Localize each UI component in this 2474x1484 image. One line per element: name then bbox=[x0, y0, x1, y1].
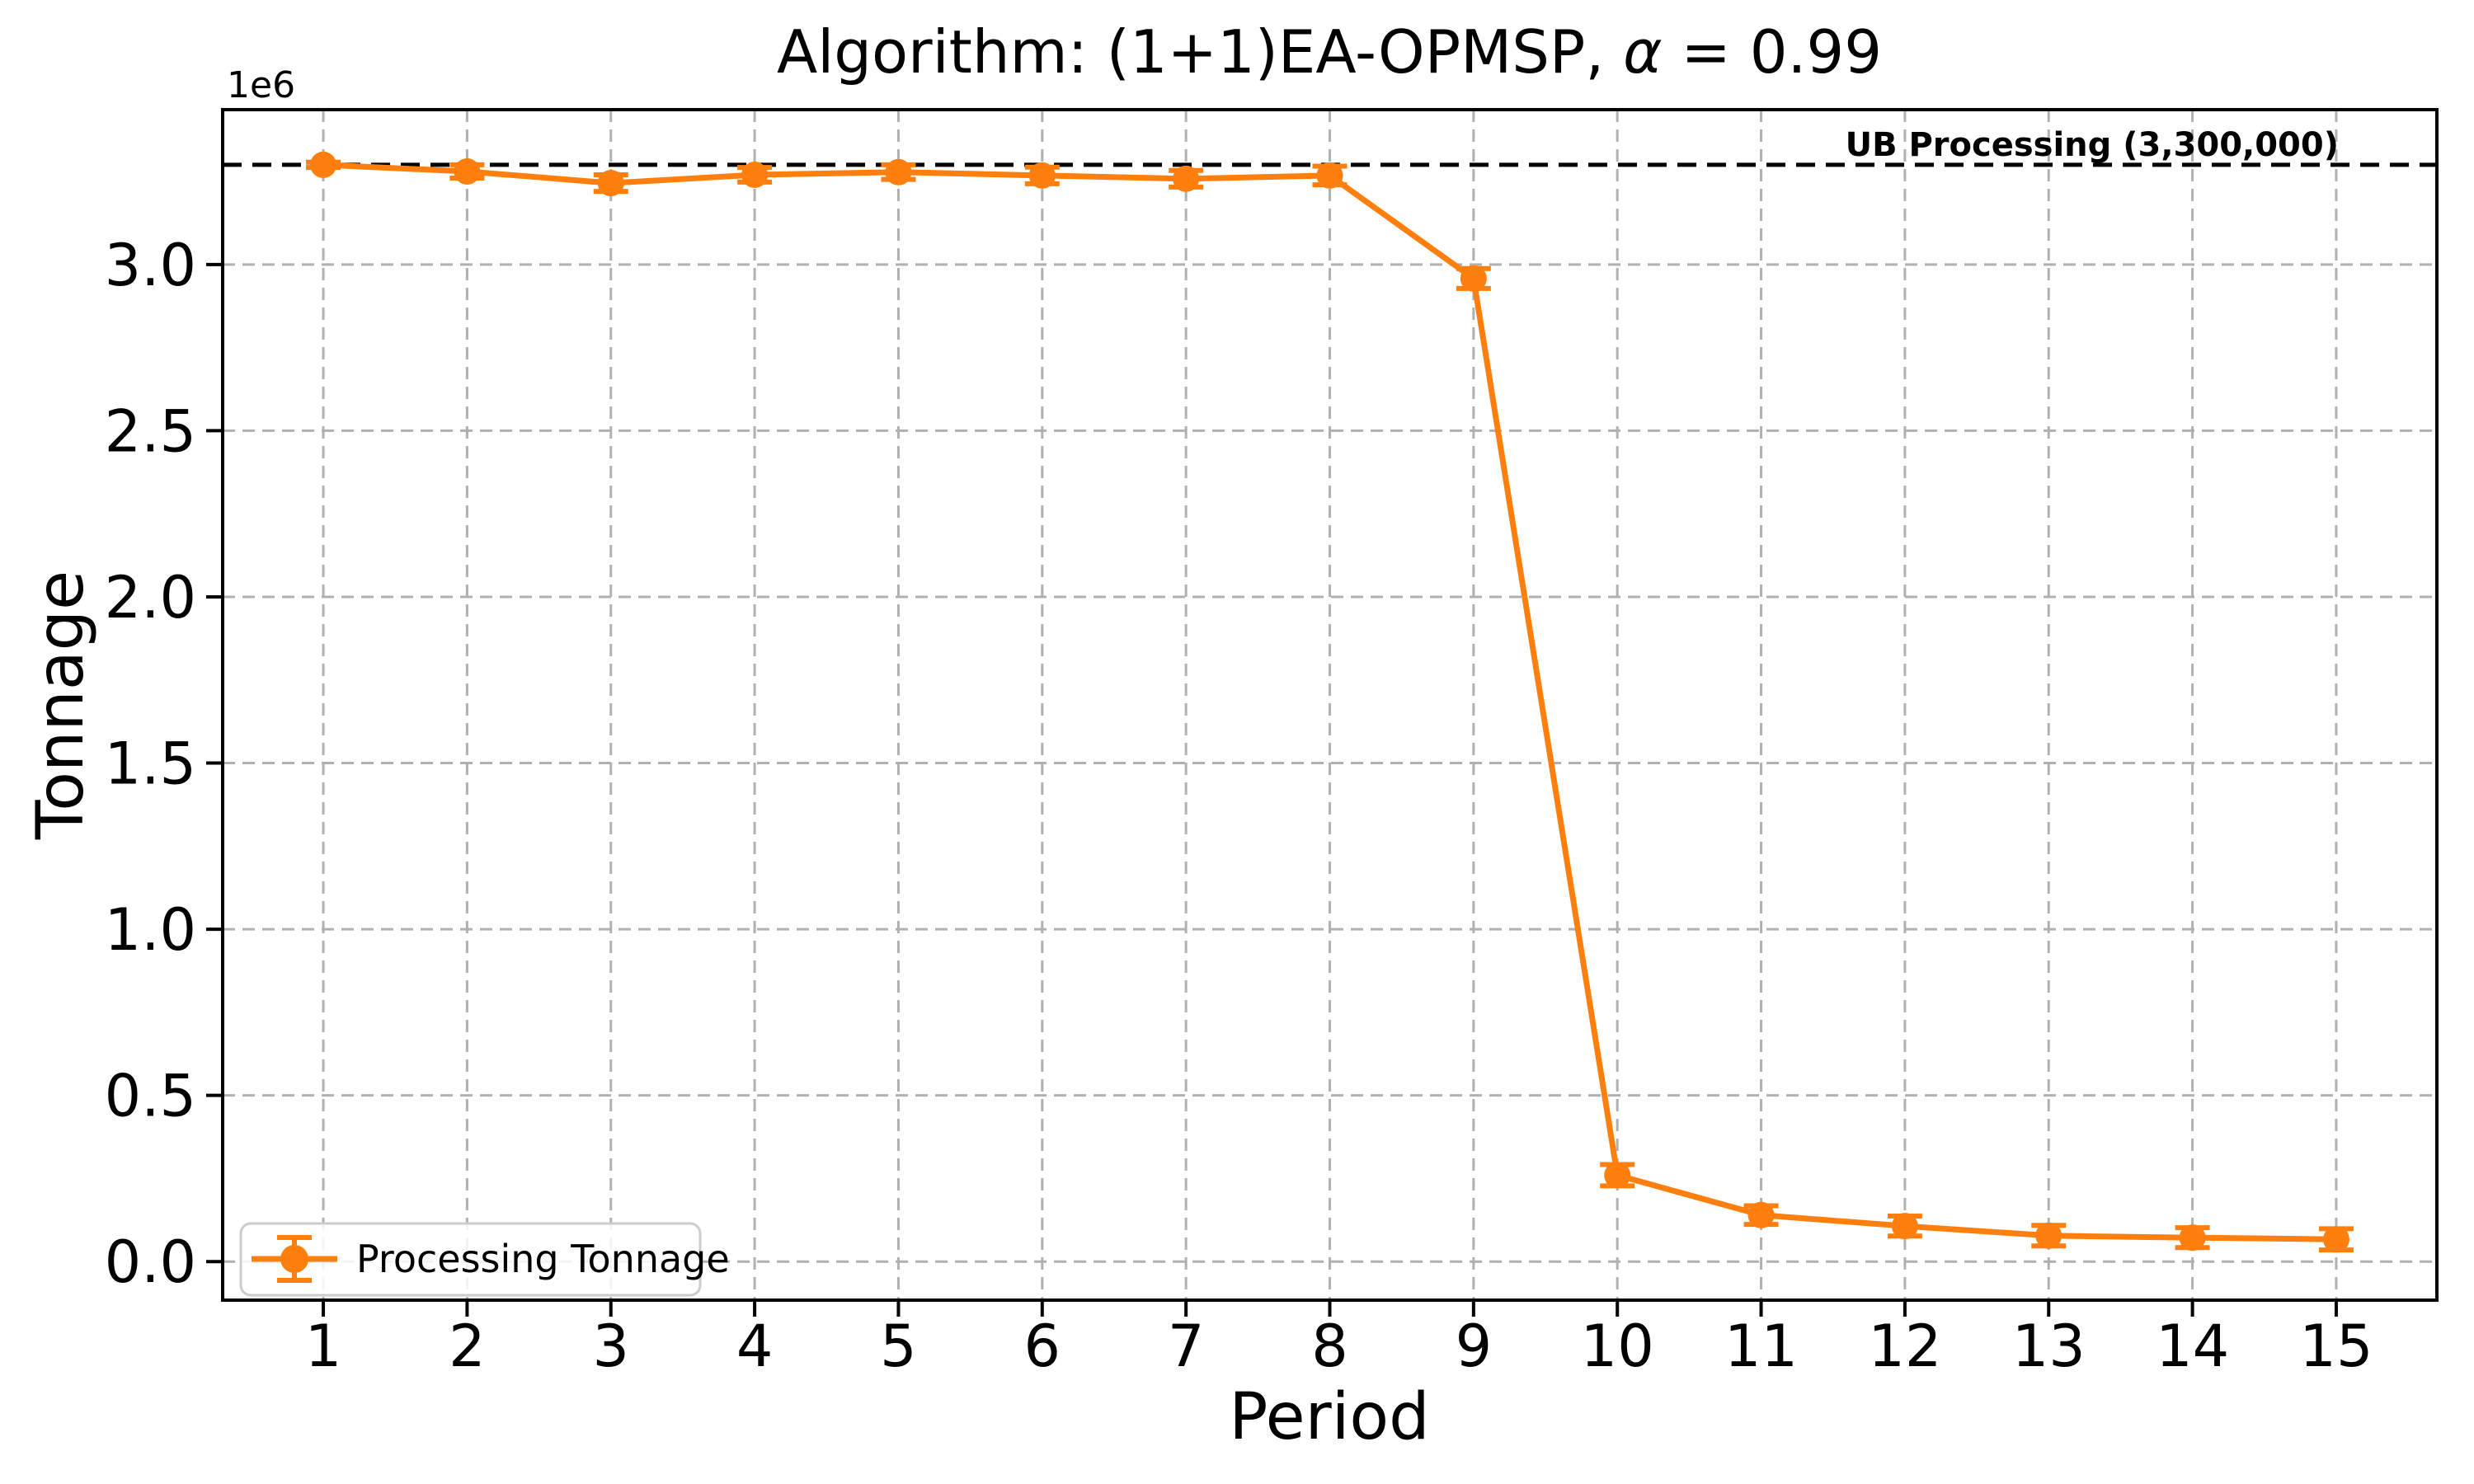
data-point-marker bbox=[2035, 1222, 2062, 1249]
x-tick-label: 1 bbox=[305, 1313, 342, 1380]
x-tick-label: 5 bbox=[880, 1313, 917, 1380]
data-point-marker bbox=[1891, 1213, 1918, 1240]
x-tick-label: 4 bbox=[736, 1313, 774, 1380]
data-point-marker bbox=[741, 162, 769, 189]
x-tick-label: 14 bbox=[2156, 1313, 2229, 1380]
ub-annotation: UB Processing (3,300,000) bbox=[1846, 126, 2339, 164]
x-tick-label: 15 bbox=[2299, 1313, 2373, 1380]
legend-marker-icon bbox=[280, 1245, 308, 1273]
x-tick-label: 3 bbox=[592, 1313, 629, 1380]
x-axis-label: Period bbox=[1229, 1380, 1429, 1454]
grid-layer bbox=[223, 110, 2437, 1300]
legend-entry-label: Processing Tonnage bbox=[356, 1237, 730, 1281]
data-point-marker bbox=[1747, 1201, 1775, 1228]
x-tick-label: 6 bbox=[1024, 1313, 1061, 1380]
chart-title: Algorithm: (1+1)EA-OPMSP, α = 0.99 bbox=[777, 17, 1882, 87]
y-axis-label: Tonnage bbox=[24, 571, 98, 840]
y-tick-label: 0.0 bbox=[105, 1228, 196, 1296]
data-point-marker bbox=[1316, 162, 1343, 189]
data-point-marker bbox=[2322, 1226, 2349, 1253]
x-tick-label: 11 bbox=[1724, 1313, 1798, 1380]
y-tick-label: 2.5 bbox=[105, 397, 196, 465]
y-axis-offset-label: 1e6 bbox=[227, 64, 295, 106]
data-point-marker bbox=[1604, 1162, 1631, 1189]
x-tick-label: 8 bbox=[1311, 1313, 1348, 1380]
x-tick-label: 13 bbox=[2012, 1313, 2086, 1380]
x-tick-label: 12 bbox=[1868, 1313, 1941, 1380]
y-tick-label: 3.0 bbox=[105, 232, 196, 299]
x-tick-label: 7 bbox=[1168, 1313, 1205, 1380]
y-tick-label: 1.0 bbox=[105, 896, 196, 964]
legend: Processing Tonnage bbox=[239, 1222, 730, 1297]
data-point-marker bbox=[1460, 265, 1487, 292]
data-point-marker bbox=[1028, 162, 1056, 189]
series-line bbox=[322, 162, 2336, 1242]
legend-box bbox=[239, 1222, 702, 1297]
data-point-marker bbox=[597, 170, 624, 197]
data-point-marker bbox=[1173, 165, 1200, 192]
series-layer bbox=[306, 151, 2354, 1253]
x-tick-label: 2 bbox=[449, 1313, 486, 1380]
data-point-marker bbox=[2179, 1224, 2206, 1252]
data-point-marker bbox=[454, 157, 481, 185]
tick-layer: 0.00.51.01.52.02.53.01 2 3 4 5 6 7 8 9 10 11 12 13 14… bbox=[105, 232, 2373, 1380]
x-tick-label: 10 bbox=[1581, 1313, 1654, 1380]
data-point-marker bbox=[310, 151, 337, 178]
y-tick-label: 1.5 bbox=[105, 730, 196, 798]
y-tick-label: 0.5 bbox=[105, 1063, 196, 1130]
x-tick-label: 9 bbox=[1456, 1313, 1493, 1380]
y-tick-label: 2.0 bbox=[105, 564, 196, 632]
data-point-marker bbox=[885, 158, 912, 186]
